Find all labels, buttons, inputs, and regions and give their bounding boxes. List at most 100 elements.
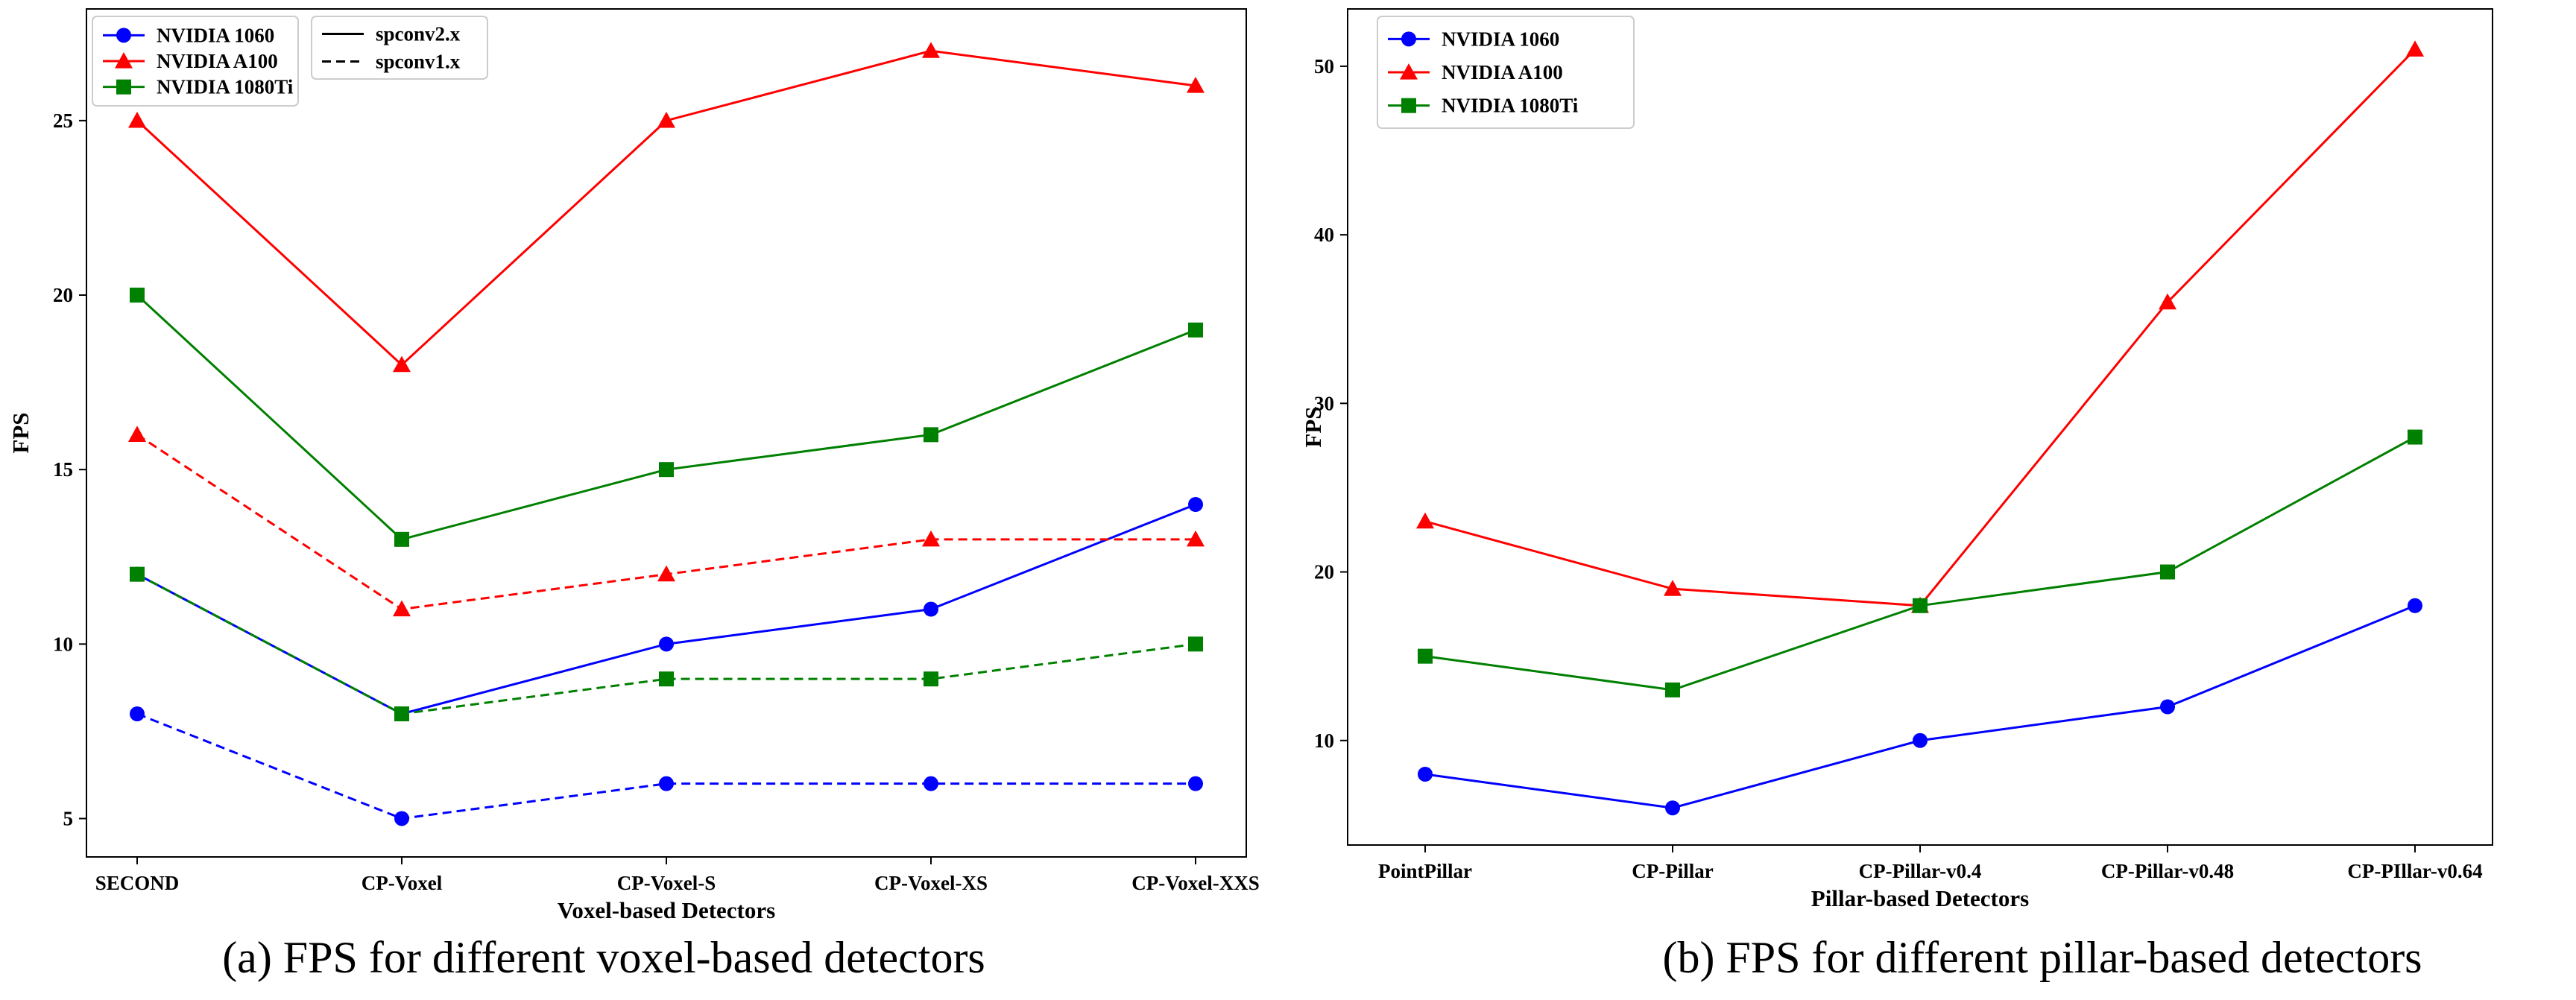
data-point-0-1-1: [393, 355, 411, 373]
data-point-0-2-1: [394, 531, 409, 547]
figure-caption: (b) FPS for different pillar-based detec…: [1662, 933, 2422, 982]
y-tick-label: 20: [1314, 561, 1334, 583]
x-tick-label: CP-PIllar-v0.64: [2347, 860, 2482, 882]
legend-label: NVIDIA 1060: [1442, 28, 1559, 50]
data-point-0-1-2: [657, 111, 675, 128]
x-axis-label: Voxel-based Detectors: [558, 897, 775, 923]
x-tick-label: PointPillar: [1378, 860, 1472, 882]
data-point-1-2-2: [1913, 598, 1928, 613]
data-point-0-5-0: [130, 566, 145, 582]
data-point-1-2-0: [1418, 648, 1433, 664]
data-point-0-4-4: [1187, 530, 1205, 547]
series-line-1-2: [1424, 436, 2416, 692]
data-point-0-1-0: [128, 111, 146, 128]
y-axis-label: FPS: [1300, 406, 1326, 447]
series-line-0-2: [136, 294, 1196, 541]
data-point-1-2-4: [2408, 429, 2422, 445]
data-point-0-3-4: [1188, 776, 1203, 791]
x-tick-label: CP-Voxel-S: [617, 872, 716, 894]
data-point-1-1-3: [2159, 293, 2176, 310]
data-point-0-5-4: [1188, 636, 1203, 652]
x-tick-label: CP-Voxel-XS: [874, 872, 988, 894]
x-tick-label: CP-Voxel: [362, 872, 443, 894]
x-axis-label: Pillar-based Detectors: [1811, 885, 2029, 911]
plot-frame: [86, 8, 1247, 858]
data-point-0-4-0: [128, 425, 146, 442]
legend: NVIDIA 1060 NVIDIA A100 NVIDIA 1080Ti: [92, 16, 299, 107]
legend-label: spconv1.x: [376, 51, 461, 73]
data-point-0-1-3: [922, 42, 940, 58]
data-point-0-5-2: [659, 671, 674, 687]
data-point-1-2-1: [1665, 682, 1680, 697]
data-point-1-0-3: [2160, 699, 2175, 715]
y-tick-label: 15: [53, 458, 73, 481]
legend: NVIDIA 1060 NVIDIA A100 NVIDIA 1080Ti: [1377, 16, 1635, 129]
legend-marker: [116, 79, 131, 95]
data-point-0-3-1: [394, 811, 409, 826]
data-point-0-4-2: [657, 565, 675, 582]
data-point-1-0-4: [2408, 598, 2422, 613]
x-tick-label: CP-Pillar-v0.4: [1859, 860, 1982, 882]
legend-label: NVIDIA A100: [157, 50, 278, 72]
legend-label: NVIDIA 1060: [157, 24, 274, 46]
data-point-0-5-1: [394, 706, 409, 721]
y-tick-label: 30: [1314, 392, 1334, 414]
legend-label: NVIDIA 1080Ti: [157, 76, 294, 98]
series-line-0-5: [136, 573, 1196, 715]
y-tick-label: 25: [53, 110, 73, 132]
legend-box: [311, 16, 488, 80]
data-point-0-2-2: [659, 462, 674, 478]
data-point-0-4-1: [393, 600, 411, 617]
legend-marker: [1401, 31, 1416, 47]
legend-label: spconv2.x: [376, 23, 461, 45]
y-tick-label: 20: [53, 284, 73, 306]
data-point-0-4-3: [922, 530, 940, 547]
y-tick-label: 40: [1314, 224, 1334, 246]
y-tick-label: 5: [63, 807, 74, 829]
data-point-0-2-3: [924, 427, 938, 443]
x-tick-label: CP-Pillar: [1632, 860, 1713, 882]
series-line-1-0: [1424, 604, 2416, 809]
data-point-0-0-2: [659, 636, 674, 652]
legend-box: [1377, 16, 1635, 129]
data-point-1-0-0: [1418, 766, 1433, 782]
legend-label: NVIDIA A100: [1442, 61, 1563, 83]
data-point-0-3-0: [130, 706, 145, 721]
data-point-0-1-4: [1187, 77, 1205, 93]
series-line-0-3: [136, 712, 1196, 820]
y-axis-label: FPS: [7, 412, 34, 453]
legend-linestyle: spconv2.x spconv1.x: [311, 16, 488, 80]
data-point-0-5-3: [924, 671, 938, 687]
y-tick-label: 10: [1314, 730, 1334, 752]
data-point-0-0-3: [924, 601, 938, 617]
data-point-1-0-1: [1665, 800, 1680, 816]
legend-box: [92, 16, 299, 107]
x-tick-label: CP-Voxel-XXS: [1131, 872, 1260, 894]
data-point-0-0-4: [1188, 497, 1203, 513]
chart-b: 10 20 30 40 50 PointPillar CP-Pillar CP-Pillar-…: [1300, 8, 2493, 982]
legend-marker: [1401, 98, 1416, 113]
x-tick-label: CP-Pillar-v0.48: [2101, 860, 2234, 882]
data-point-0-3-3: [924, 776, 938, 791]
series-line-1-1: [1424, 48, 2416, 607]
x-tick-label: SECOND: [95, 872, 180, 894]
data-point-0-3-2: [659, 776, 674, 791]
data-point-1-2-3: [2160, 564, 2175, 580]
data-point-1-1-1: [1664, 580, 1682, 596]
legend-marker: [116, 28, 131, 43]
data-point-0-2-0: [130, 288, 145, 303]
series-line-0-4: [136, 434, 1196, 611]
legend-label: NVIDIA 1080Ti: [1442, 95, 1579, 117]
figure-caption: (a) FPS for different voxel-based detect…: [222, 933, 985, 982]
plot-frame: [1347, 8, 2493, 846]
y-tick-label: 10: [53, 633, 73, 655]
data-point-1-0-2: [1913, 732, 1928, 748]
legend-marker: [115, 52, 133, 69]
y-tick-label: 50: [1314, 55, 1334, 77]
data-point-1-1-4: [2406, 40, 2424, 57]
data-point-0-2-4: [1188, 322, 1203, 338]
chart-a: 5 10 15 20 25 SECOND CP-Voxel CP-Voxel-S CP-Voxe…: [7, 8, 1260, 982]
data-point-1-1-0: [1416, 512, 1434, 529]
legend-marker: [1400, 63, 1418, 80]
